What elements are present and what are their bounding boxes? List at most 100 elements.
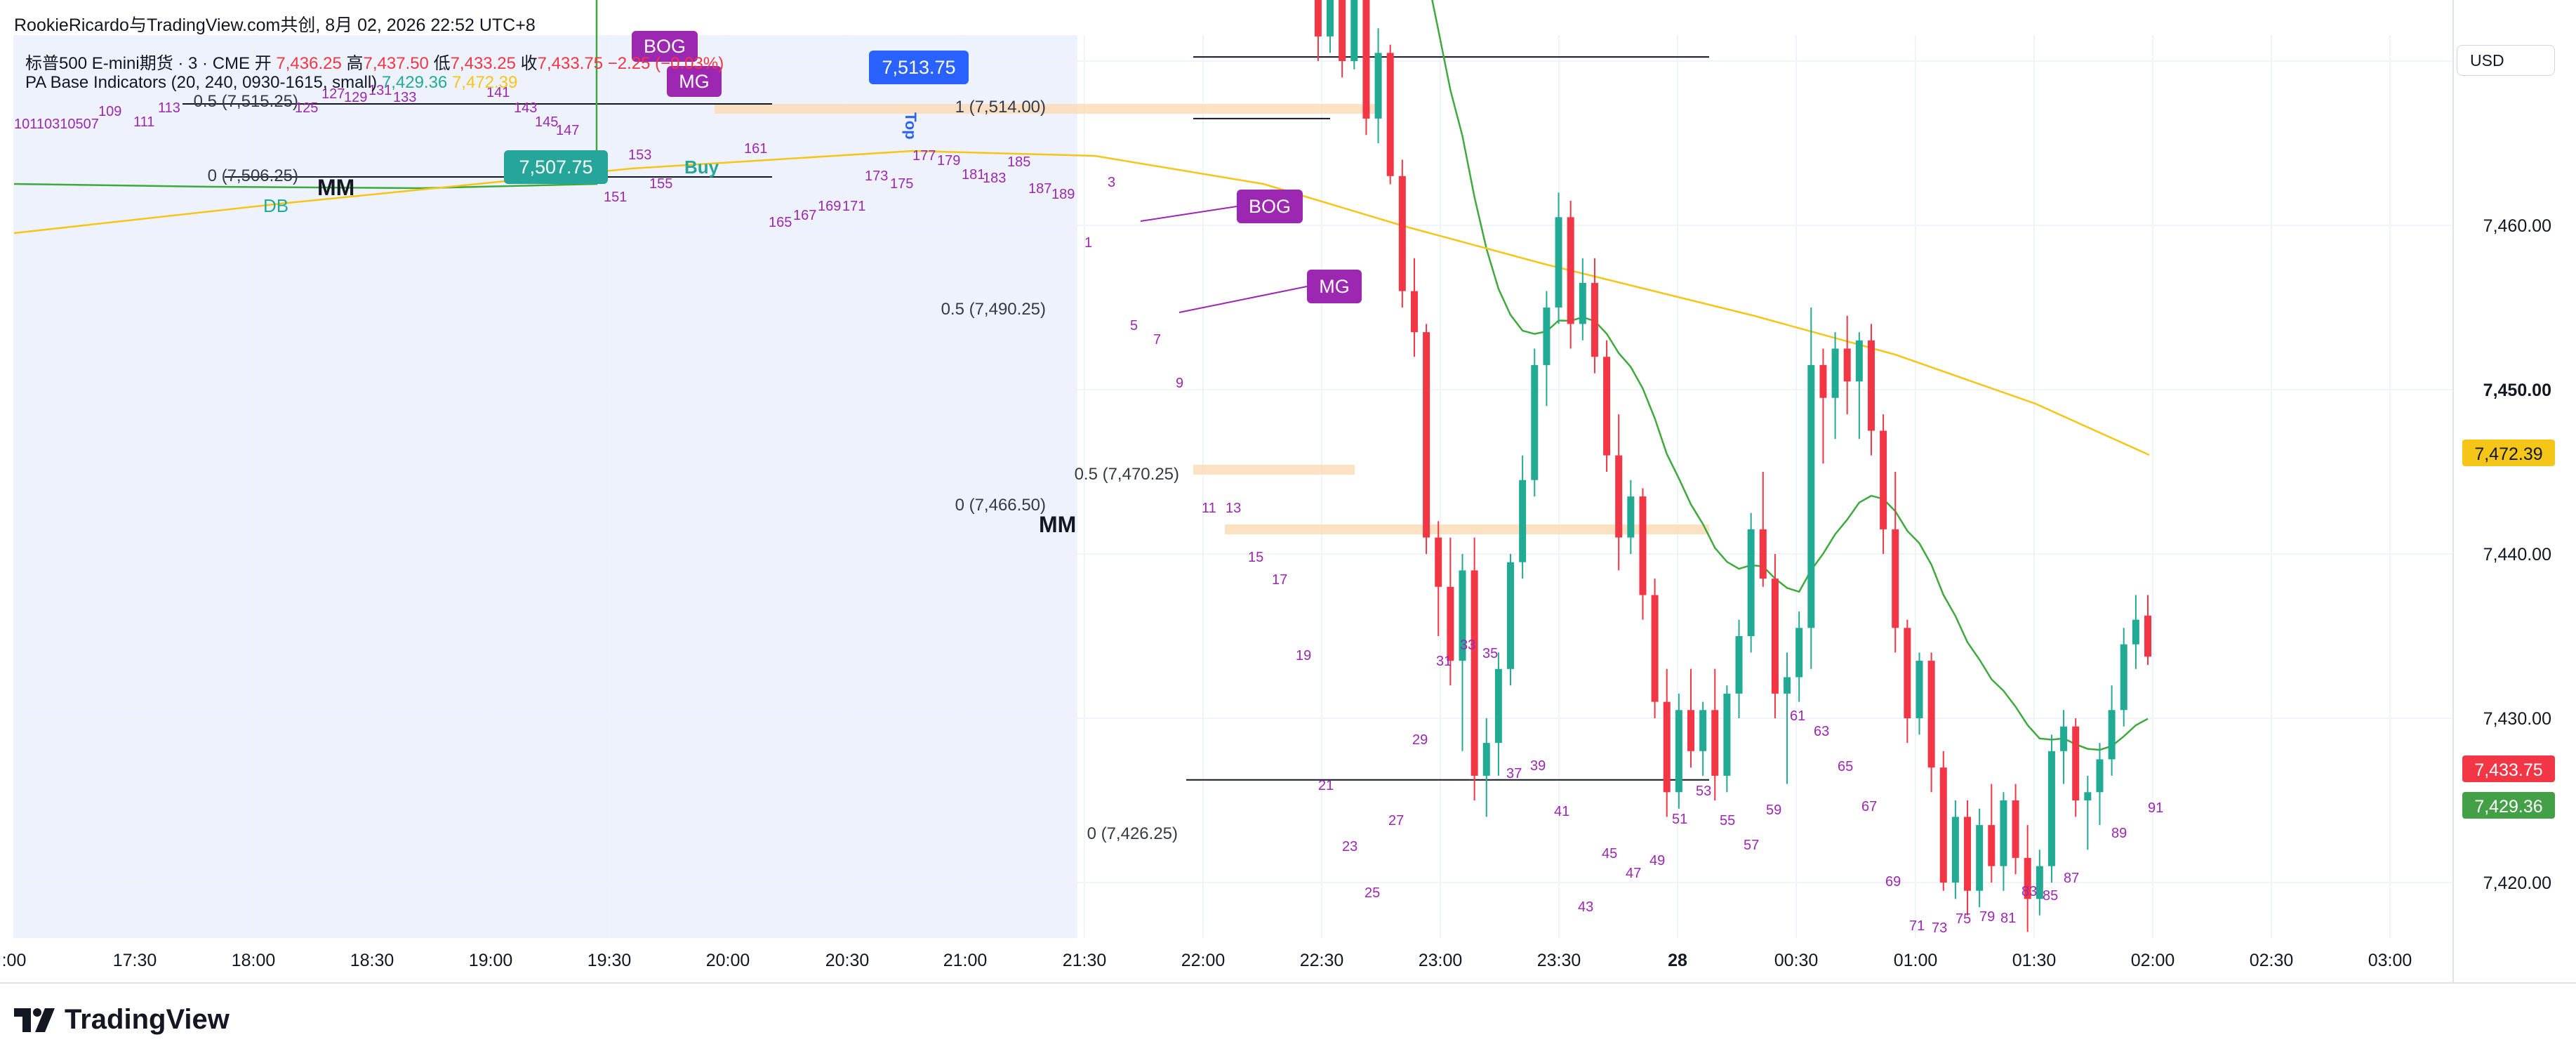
callout-text: 7,513.75 xyxy=(882,57,955,78)
candle-body xyxy=(1362,0,1370,119)
x-tick-label: 00:30 xyxy=(1774,951,1819,970)
candle-body xyxy=(1784,677,1791,694)
bar-number: 25 xyxy=(1365,885,1380,901)
candle-body xyxy=(1627,496,1635,538)
indicator-legend[interactable]: PA Base Indicators (20, 240, 0930-1615, … xyxy=(25,73,517,93)
bar-number: 9 xyxy=(1176,376,1183,391)
candle xyxy=(1687,668,1694,768)
candle xyxy=(1831,332,1839,440)
candle-body xyxy=(1327,0,1334,37)
candle-body xyxy=(1759,529,1767,579)
candle xyxy=(2072,718,2080,817)
y-tick-label: 7,430.00 xyxy=(2483,709,2551,729)
indicator-value-1: 7,429.36 xyxy=(381,73,448,92)
bar-number: 55 xyxy=(1720,813,1735,828)
bar-number: 15 xyxy=(1248,550,1263,565)
callout-box xyxy=(632,31,698,62)
candle-body xyxy=(1386,53,1394,176)
annotations: 7,513.757,507.75BOGMGBOGMGMMMMDBBuyTop13… xyxy=(14,31,2163,936)
candle-body xyxy=(1964,817,1972,891)
candle xyxy=(1916,652,1923,735)
bar-number: 87 xyxy=(2064,871,2079,886)
axes: :00 17:30 18:00 18:30 19:00 19:30 20:00 20:30 21… xyxy=(0,0,2576,984)
candle-body xyxy=(2060,726,2068,751)
symbol-legend[interactable]: 标普500 E-mini期货 · 3 · CME 开 7,436.25 高7,4… xyxy=(25,49,724,74)
low-label: 低 xyxy=(433,54,451,73)
candle-body xyxy=(1747,529,1755,636)
candle-body xyxy=(1579,282,1586,324)
bar-number: 11 xyxy=(1202,501,1216,516)
candle xyxy=(1663,668,1671,817)
candle-body xyxy=(2144,615,2151,657)
candle xyxy=(1327,0,1334,53)
candle xyxy=(2120,628,2127,727)
candle xyxy=(1675,693,1682,809)
bar-number: 147 xyxy=(556,123,579,138)
price-badge-text: 7,472.39 xyxy=(2474,444,2542,464)
chart-text-mark: DB xyxy=(263,195,288,216)
bar-number: 169 xyxy=(818,199,841,214)
bar-number: 161 xyxy=(744,141,767,157)
candle xyxy=(1964,800,1972,916)
candle-body xyxy=(1699,710,1707,751)
candle xyxy=(1482,718,1490,817)
x-tick-label: 17:30 xyxy=(113,951,157,970)
candle-body xyxy=(2024,857,2031,899)
bar-number: 153 xyxy=(628,147,651,163)
bar-number: 151 xyxy=(604,190,627,205)
callout-label: BOG xyxy=(1237,190,1303,223)
candle-body xyxy=(1482,743,1490,776)
x-tick-label: 21:00 xyxy=(943,951,988,970)
candle xyxy=(1374,28,1382,143)
bar-number: 189 xyxy=(1051,187,1075,202)
candle xyxy=(1988,784,1996,883)
candle xyxy=(2036,850,2043,916)
candle-body xyxy=(1916,661,1923,718)
x-tick-label: 19:00 xyxy=(469,951,513,970)
bar-number: 65 xyxy=(1838,759,1853,774)
candle-body xyxy=(1651,595,1659,702)
bar-number: 61 xyxy=(1790,708,1805,724)
price-badge-text: 7,433.75 xyxy=(2474,760,2542,780)
bar-number: 173 xyxy=(865,169,888,184)
tradingview-logo[interactable]: TradingView xyxy=(14,1004,230,1036)
price-badge-box xyxy=(2462,755,2555,782)
currency-button[interactable]: USD xyxy=(2457,45,2555,76)
candle-body xyxy=(2084,792,2092,800)
candle-body xyxy=(1951,817,1959,883)
bar-number: 29 xyxy=(1412,732,1428,748)
supply-zones xyxy=(715,104,1709,534)
candle-body xyxy=(2047,751,2055,866)
candle xyxy=(1314,0,1322,61)
price-badge-box xyxy=(2462,792,2555,819)
candle-body xyxy=(2096,759,2104,793)
fib-label: 0.5 (7,470.25) xyxy=(1075,465,1179,484)
bar-number: 69 xyxy=(1885,874,1901,890)
candle-body xyxy=(1939,767,1947,883)
bar-number: 185 xyxy=(1007,154,1030,170)
bar-number: 63 xyxy=(1814,724,1829,739)
candle xyxy=(1807,308,1815,669)
candle xyxy=(1494,652,1502,776)
candle-body xyxy=(1723,693,1731,776)
bar-number: 187 xyxy=(1028,181,1051,197)
bar-number: 21 xyxy=(1318,778,1334,793)
bar-number: 59 xyxy=(1766,803,1781,818)
mg-connector xyxy=(1179,286,1308,313)
price-badge: 7,429.36 xyxy=(2462,792,2555,819)
callout-box xyxy=(1237,190,1303,223)
bar-number: 10110310507 xyxy=(14,117,99,132)
candles xyxy=(1314,0,2151,932)
candle xyxy=(2000,792,2007,891)
bar-number: 143 xyxy=(514,100,537,116)
candle xyxy=(2096,743,2104,826)
bog-connector xyxy=(1140,206,1237,222)
close-label: 收 xyxy=(520,54,538,73)
candle xyxy=(1976,808,1984,908)
candle xyxy=(1470,537,1478,800)
candle-body xyxy=(1543,308,1551,365)
bar-number: 133 xyxy=(393,90,416,105)
x-tick-label: 18:00 xyxy=(232,951,276,970)
bar-number: 57 xyxy=(1744,838,1759,853)
